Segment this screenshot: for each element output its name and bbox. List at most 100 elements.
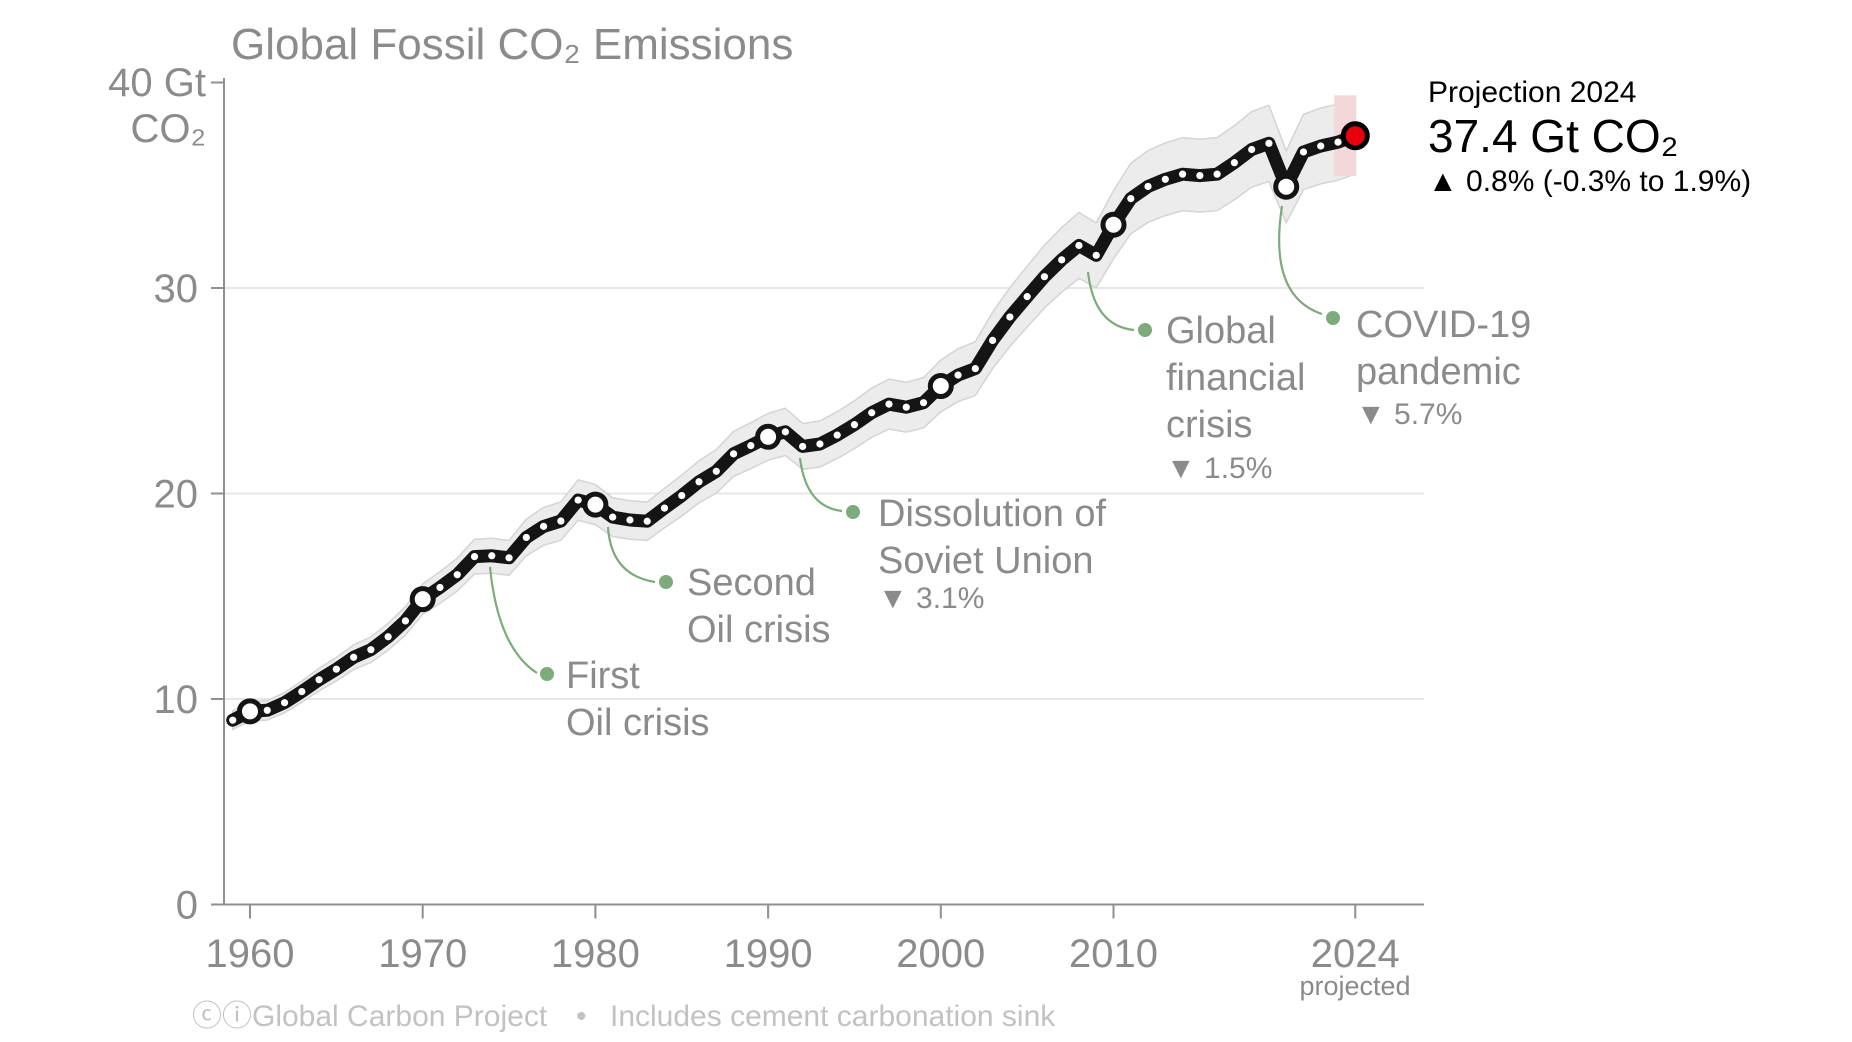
annotation-covid-19-pandemic: COVID-19 pandemic ▼ 5.7%	[1278, 205, 1531, 431]
year-dot-1993	[816, 440, 824, 448]
annotation-drop-value: ▼ 3.1%	[878, 582, 984, 615]
year-dot-1982	[626, 516, 634, 524]
chart-title: Global Fossil CO₂ Emissions	[231, 20, 793, 69]
attribution-separator: •	[576, 1000, 587, 1033]
year-dot-2023	[1334, 138, 1342, 146]
year-dot-1962	[280, 699, 289, 707]
year-dot-1979	[574, 496, 582, 504]
year-dot-1999	[919, 399, 928, 407]
year-dot-1964	[315, 676, 323, 684]
annotation-label-line: COVID-19	[1356, 304, 1531, 346]
y-tick-label-20: 20	[154, 473, 199, 517]
attribution-source: Global Carbon Project	[252, 1000, 548, 1033]
year-dot-1972	[453, 571, 461, 579]
y-axis-unit-bottom: CO₂	[130, 107, 206, 151]
annotation-leader-dot	[659, 575, 673, 589]
year-dot-2004	[1006, 313, 1014, 321]
year-dot-1966	[350, 653, 358, 661]
attribution: ⓒⓘ Global Carbon Project • Includes ceme…	[192, 1000, 1056, 1033]
year-dot-1967	[367, 646, 375, 654]
year-dot-2013	[1161, 175, 1169, 183]
year-dot-1995	[850, 421, 859, 429]
annotation-label-line: pandemic	[1356, 351, 1521, 393]
annotation-leader-dot	[846, 505, 860, 519]
annotation-label-line: Global	[1166, 310, 1276, 352]
year-dot-1981	[609, 513, 617, 521]
year-dot-1973	[470, 552, 479, 561]
year-dot-1991	[781, 428, 789, 436]
annotation-leader-line	[1086, 271, 1135, 332]
year-dot-2015	[1196, 171, 1204, 180]
x-tick-label-2000: 2000	[896, 932, 985, 976]
year-dot-1987	[712, 467, 720, 475]
decade-marker-2000	[927, 373, 954, 400]
annotation-dissolutionof-sovietunion: Dissolution of Soviet Union▼ 3.1%	[798, 457, 1107, 615]
year-dot-2018	[1248, 145, 1256, 154]
year-dot-1997	[885, 400, 893, 408]
annotation-leader-line	[488, 566, 538, 674]
annotation-label-line: Oil crisis	[687, 609, 831, 651]
data-points	[229, 121, 1370, 725]
annotation-second-oilcrisis: Second Oil crisis	[606, 526, 831, 651]
y-tick-label-10: 10	[154, 678, 199, 722]
year-dot-1978	[557, 517, 565, 525]
year-dot-1994	[833, 431, 841, 439]
projected-note: projected	[1299, 971, 1410, 1001]
decade-marker-2020	[1273, 173, 1300, 200]
tick-labels: 0 10 20 30 1960 1970 1980 1990 2000 2010 2024	[154, 267, 1400, 976]
year-dot-2019	[1265, 139, 1273, 147]
annotation-drop-value: ▼ 5.7%	[1356, 398, 1462, 431]
year-dot-1977	[539, 522, 548, 530]
year-dot-2011	[1127, 195, 1135, 203]
year-dot-1969	[401, 617, 410, 625]
year-dot-2022	[1317, 142, 1325, 150]
annotation-leader-dot	[1138, 323, 1152, 337]
gridlines	[224, 287, 1424, 700]
y-axis-unit-top: 40 Gt	[108, 61, 206, 105]
year-dot-1975	[505, 554, 513, 562]
year-dot-1974	[488, 552, 496, 560]
year-dot-1965	[332, 665, 340, 673]
year-dot-1989	[747, 442, 755, 450]
projection-dot-2024	[1340, 121, 1370, 151]
annotation-leader-line	[798, 457, 843, 513]
annotation-label-line: Dissolution of	[878, 493, 1107, 535]
year-dot-2021	[1299, 148, 1308, 156]
year-dot-2005	[1023, 293, 1031, 301]
year-dot-2006	[1040, 273, 1049, 281]
annotation-leader-line	[1278, 205, 1323, 316]
year-dot-2003	[989, 336, 997, 345]
year-dot-2002	[971, 364, 979, 373]
year-dot-1998	[902, 403, 910, 411]
attribution-note: Includes cement carbonation sink	[610, 1000, 1056, 1033]
year-dot-2008	[1075, 241, 1083, 250]
year-dot-1984	[660, 504, 669, 512]
annotation-drop-value: ▼ 1.5%	[1166, 452, 1272, 485]
year-dot-2012	[1144, 182, 1152, 191]
year-dot-1983	[643, 517, 651, 525]
annotation-leader-dot	[1326, 311, 1340, 325]
year-dot-2017	[1230, 159, 1238, 167]
year-dot-1959	[229, 716, 237, 724]
annotation-leader-line	[606, 526, 656, 584]
cc-by-license-icons: ⓒⓘ	[192, 1000, 252, 1033]
y-tick-label-0: 0	[176, 884, 198, 928]
year-dot-2014	[1178, 170, 1187, 178]
annotation-label-line: Second	[687, 562, 816, 604]
annotation-label-line: Oil crisis	[566, 702, 710, 744]
x-tick-label-1990: 1990	[724, 932, 813, 976]
year-dot-1968	[384, 633, 392, 641]
x-tick-label-1960: 1960	[206, 932, 295, 976]
x-tick-label-1980: 1980	[551, 932, 640, 976]
annotation-global-financial-crisis: Global financial crisis ▼ 1.5%	[1086, 271, 1305, 485]
year-dot-1961	[263, 706, 271, 714]
y-tick-label-30: 30	[154, 267, 199, 311]
decade-marker-1990	[755, 423, 782, 450]
decade-marker-2010	[1100, 211, 1127, 238]
year-dot-1992	[799, 442, 807, 451]
decade-marker-1960	[237, 698, 263, 725]
year-dot-1976	[522, 533, 530, 542]
x-tick-label-1970: 1970	[378, 932, 467, 976]
